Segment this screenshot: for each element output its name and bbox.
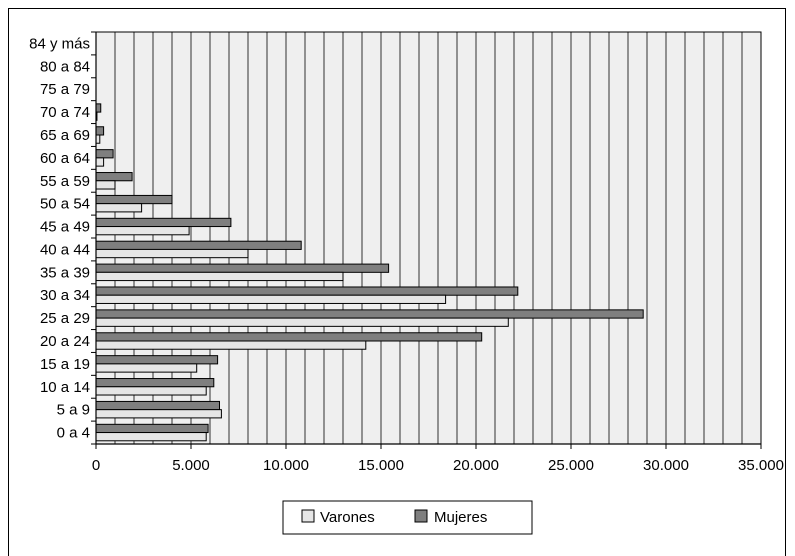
bar-varones	[95, 386, 207, 396]
bar-mujeres	[95, 309, 644, 319]
bar-mujeres	[95, 355, 219, 365]
category-label: 84 y más	[29, 35, 90, 52]
bar-varones	[95, 363, 198, 373]
category-label: 20 a 24	[40, 333, 90, 350]
bar-varones	[95, 409, 222, 419]
bar-mujeres	[95, 263, 390, 273]
category-labels: 0 a 4 5 a 9 10 a 14 15 a 19 20 a 24 25 a 29 30…	[29, 35, 90, 441]
bar-varones	[95, 294, 447, 304]
legend-swatch-varones	[301, 509, 315, 523]
category-label: 50 a 54	[40, 196, 90, 213]
category-label: 70 a 74	[40, 104, 90, 121]
x-tick-labels: 0 5.000 10.000 15.000 20.000 25.000 30.000 35.0…	[92, 457, 784, 474]
x-tick-label: 20.000	[453, 457, 499, 474]
category-label: 40 a 44	[40, 241, 90, 258]
x-tick-label: 25.000	[548, 457, 594, 474]
category-label: 0 a 4	[57, 425, 90, 442]
gridlines	[114, 32, 743, 444]
category-label: 10 a 14	[40, 379, 90, 396]
legend-label-varones: Varones	[320, 509, 375, 526]
legend: Varones Mujeres	[282, 500, 533, 535]
category-label: 60 a 64	[40, 150, 90, 167]
category-label: 55 a 59	[40, 173, 90, 190]
bar-mujeres	[95, 332, 483, 342]
chart-frame	[8, 8, 786, 556]
category-label: 45 a 49	[40, 219, 90, 236]
x-tick-label: 10.000	[263, 457, 309, 474]
category-label: 75 a 79	[40, 81, 90, 98]
x-tick-label: 0	[92, 457, 100, 474]
legend-label-mujeres: Mujeres	[434, 509, 487, 526]
axes	[91, 31, 762, 449]
bar-varones	[95, 432, 207, 442]
bar-mujeres	[95, 172, 133, 182]
legend-swatch-mujeres	[414, 509, 428, 523]
bar-mujeres	[95, 378, 215, 388]
legend-box	[282, 500, 533, 535]
bar-mujeres	[95, 286, 519, 296]
x-tick-label: 30.000	[643, 457, 689, 474]
bar-varones	[95, 248, 249, 259]
category-label: 15 a 19	[40, 356, 90, 373]
category-label: 35 a 39	[40, 264, 90, 281]
bar-mujeres	[95, 103, 102, 113]
bar-mujeres	[95, 423, 209, 434]
bar-varones	[95, 340, 367, 350]
x-tick-label: 35.000	[738, 457, 784, 474]
category-label: 25 a 29	[40, 310, 90, 327]
bar-varones	[95, 203, 143, 213]
category-label: 65 a 69	[40, 127, 90, 144]
bar-varones	[95, 271, 344, 282]
bar-varones	[95, 317, 509, 327]
bar-varones	[95, 157, 105, 167]
x-tick-label: 15.000	[358, 457, 404, 474]
bar-mujeres	[95, 149, 114, 159]
category-label: 5 a 9	[57, 402, 90, 419]
bar-mujeres	[95, 400, 220, 411]
bar-mujeres	[95, 217, 232, 228]
category-label: 80 a 84	[40, 58, 90, 75]
bar-mujeres	[95, 126, 105, 136]
x-tick-label: 5.000	[172, 457, 210, 474]
bar-mujeres	[95, 240, 302, 250]
category-label: 30 a 34	[40, 287, 90, 304]
bar-mujeres	[95, 194, 173, 205]
bar-varones	[95, 180, 116, 190]
bar-varones	[95, 226, 190, 236]
bars	[95, 103, 644, 442]
